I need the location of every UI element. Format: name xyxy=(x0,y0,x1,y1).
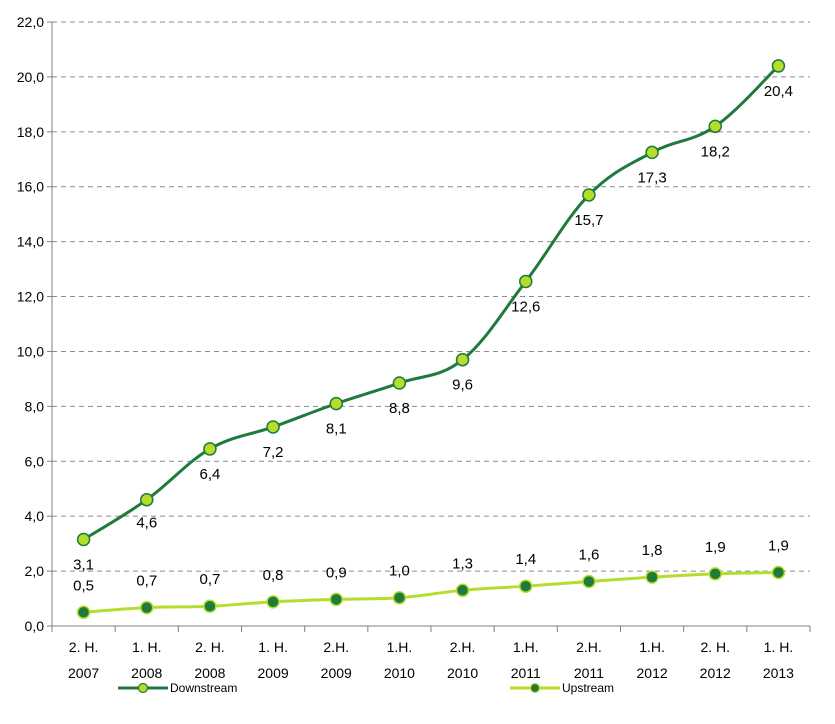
data-point xyxy=(329,592,343,607)
data-label: 0,7 xyxy=(136,573,157,590)
data-label: 1,4 xyxy=(515,551,536,568)
data-point xyxy=(455,352,470,367)
grid-layer xyxy=(52,21,810,572)
data-point xyxy=(76,532,91,547)
x-tick-label: 1.H. xyxy=(513,639,539,655)
x-tick-label: 2. H. xyxy=(195,639,225,655)
data-label: 6,4 xyxy=(199,466,220,483)
data-label: 1,8 xyxy=(642,542,663,559)
data-point xyxy=(708,567,722,581)
data-point xyxy=(266,595,280,609)
data-label: 4,6 xyxy=(136,515,157,532)
data-point xyxy=(519,579,533,593)
data-point xyxy=(392,590,407,605)
x-tick-label: 2009 xyxy=(258,665,289,681)
x-tick-label: 2008 xyxy=(194,665,225,681)
x-tick-label: 2. H. xyxy=(69,639,99,655)
data-point xyxy=(582,574,596,589)
data-point xyxy=(140,600,154,615)
data-label: 1,9 xyxy=(768,537,789,554)
data-label: 20,4 xyxy=(764,83,793,100)
x-tick-label: 1.H. xyxy=(387,639,413,655)
data-point xyxy=(519,274,533,289)
data-point xyxy=(203,599,217,613)
y-tick-label: 4,0 xyxy=(25,508,45,524)
x-tick-label: 2.H. xyxy=(450,639,476,655)
data-label: 8,1 xyxy=(326,421,347,438)
data-label: 12,6 xyxy=(511,298,540,315)
data-label: 15,7 xyxy=(574,212,603,229)
x-tick-label: 1.H. xyxy=(639,639,665,655)
x-tick-label: 2013 xyxy=(763,665,794,681)
series-line-upstream xyxy=(83,570,779,614)
data-label: 7,2 xyxy=(263,444,284,461)
y-tick-label: 22,0 xyxy=(17,14,44,30)
data-label: 18,2 xyxy=(701,143,730,160)
data-label: 1,6 xyxy=(578,547,599,564)
data-point xyxy=(455,583,470,598)
y-tick-label: 2,0 xyxy=(25,563,45,579)
data-label: 9,6 xyxy=(452,377,473,394)
x-tick-label: 1. H. xyxy=(764,639,794,655)
legend-label-downstream: Downstream xyxy=(170,681,237,695)
y-tick-label: 16,0 xyxy=(17,179,44,195)
data-point xyxy=(392,376,407,390)
x-tick-label: 2010 xyxy=(384,665,415,681)
y-tick-label: 0,0 xyxy=(25,618,45,634)
data-point xyxy=(771,565,786,580)
y-tick-label: 8,0 xyxy=(25,398,45,414)
data-point xyxy=(645,570,659,584)
data-label: 0,8 xyxy=(263,567,284,584)
x-tick-label: 1. H. xyxy=(132,639,162,655)
data-label: 1,3 xyxy=(452,555,473,572)
data-point xyxy=(76,605,91,620)
data-point xyxy=(203,442,217,456)
x-tick-label: 2010 xyxy=(447,665,478,681)
x-tick-label: 2.H. xyxy=(323,639,349,655)
x-tick-label: 2011 xyxy=(511,665,541,681)
data-point xyxy=(329,396,343,411)
x-tick-label: 1. H. xyxy=(258,639,288,655)
x-tick-label: 2007 xyxy=(68,665,99,681)
data-label: 0,5 xyxy=(73,577,94,594)
data-point xyxy=(140,492,154,507)
data-label: 17,3 xyxy=(637,169,666,186)
data-point xyxy=(708,119,722,134)
x-tick-label: 2. H. xyxy=(700,639,730,655)
y-tick-label: 14,0 xyxy=(17,234,44,250)
x-tick-label: 2012 xyxy=(637,665,668,681)
legend-label-upstream: Upstream xyxy=(562,681,614,695)
data-label: 0,9 xyxy=(326,564,347,581)
data-point xyxy=(645,145,659,160)
y-tick-label: 20,0 xyxy=(17,69,44,85)
data-label: 3,1 xyxy=(73,557,94,574)
series-line-downstream xyxy=(82,64,780,541)
data-label: 0,7 xyxy=(199,571,220,588)
data-label: 8,8 xyxy=(389,400,410,417)
series-layer xyxy=(76,59,786,620)
legend-marker-upstream xyxy=(529,682,541,694)
y-tick-label: 6,0 xyxy=(25,453,45,469)
y-tick-label: 18,0 xyxy=(17,124,44,140)
legend-marker-downstream xyxy=(137,682,149,694)
axis-layer: 0,0 2,0 4,0 6,0 8,0 10,0 12,0 14,0 16,0 18,0 20,0 2… xyxy=(17,14,811,681)
data-point xyxy=(266,420,280,434)
legend: Downstream Upstream xyxy=(118,681,614,695)
x-tick-label: 2.H. xyxy=(576,639,602,655)
x-tick-label: 2011 xyxy=(574,665,604,681)
x-tick-label: 2012 xyxy=(700,665,731,681)
data-label: 1,0 xyxy=(389,563,410,580)
y-tick-label: 10,0 xyxy=(17,343,44,359)
data-point xyxy=(771,59,786,73)
y-tick-label: 12,0 xyxy=(17,289,44,305)
x-tick-label: 2008 xyxy=(131,665,162,681)
data-label: 1,9 xyxy=(705,539,726,556)
data-point xyxy=(582,188,596,202)
data-label-layer: 3,1 4,6 6,4 7,2 8,1 8,8 9,6 12,6 15,7 17,3 18,2 20,… xyxy=(73,83,793,594)
x-tick-label: 2009 xyxy=(321,665,352,681)
